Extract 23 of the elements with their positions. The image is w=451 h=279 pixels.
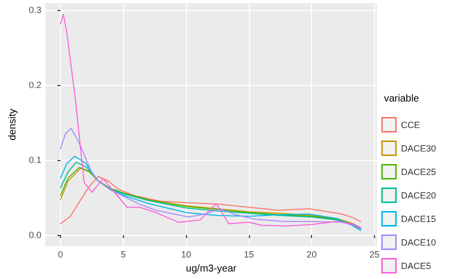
x-tick-label: 10 — [181, 250, 192, 260]
legend-label: DACE10 — [400, 237, 436, 248]
x-tick-label: 0 — [58, 250, 63, 260]
x-tick-label: 5 — [120, 250, 126, 260]
y-tick-label: 0.2 — [28, 80, 42, 90]
legend-label: DACE5 — [400, 260, 431, 271]
legend-label: DACE20 — [400, 190, 436, 200]
legend-label: DACE25 — [400, 166, 436, 177]
legend-label: CCE — [400, 120, 420, 130]
x-tick-label: 20 — [306, 250, 317, 260]
x-axis-title: ug/m3-year — [186, 264, 238, 274]
line-series — [60, 128, 362, 230]
y-tick-label: 0.3 — [28, 4, 42, 15]
y-axis-title: density — [8, 108, 18, 140]
x-tick-label: 15 — [244, 250, 254, 260]
y-tick-label: 0.1 — [28, 154, 42, 165]
x-tick-label: 25 — [369, 250, 380, 260]
legend-label: DACE15 — [400, 214, 436, 224]
legend-title: variable — [384, 94, 420, 104]
y-tick-label: 0.0 — [28, 230, 42, 240]
line-series — [60, 176, 362, 224]
legend-label: DACE30 — [400, 143, 436, 154]
line-series — [60, 14, 362, 228]
